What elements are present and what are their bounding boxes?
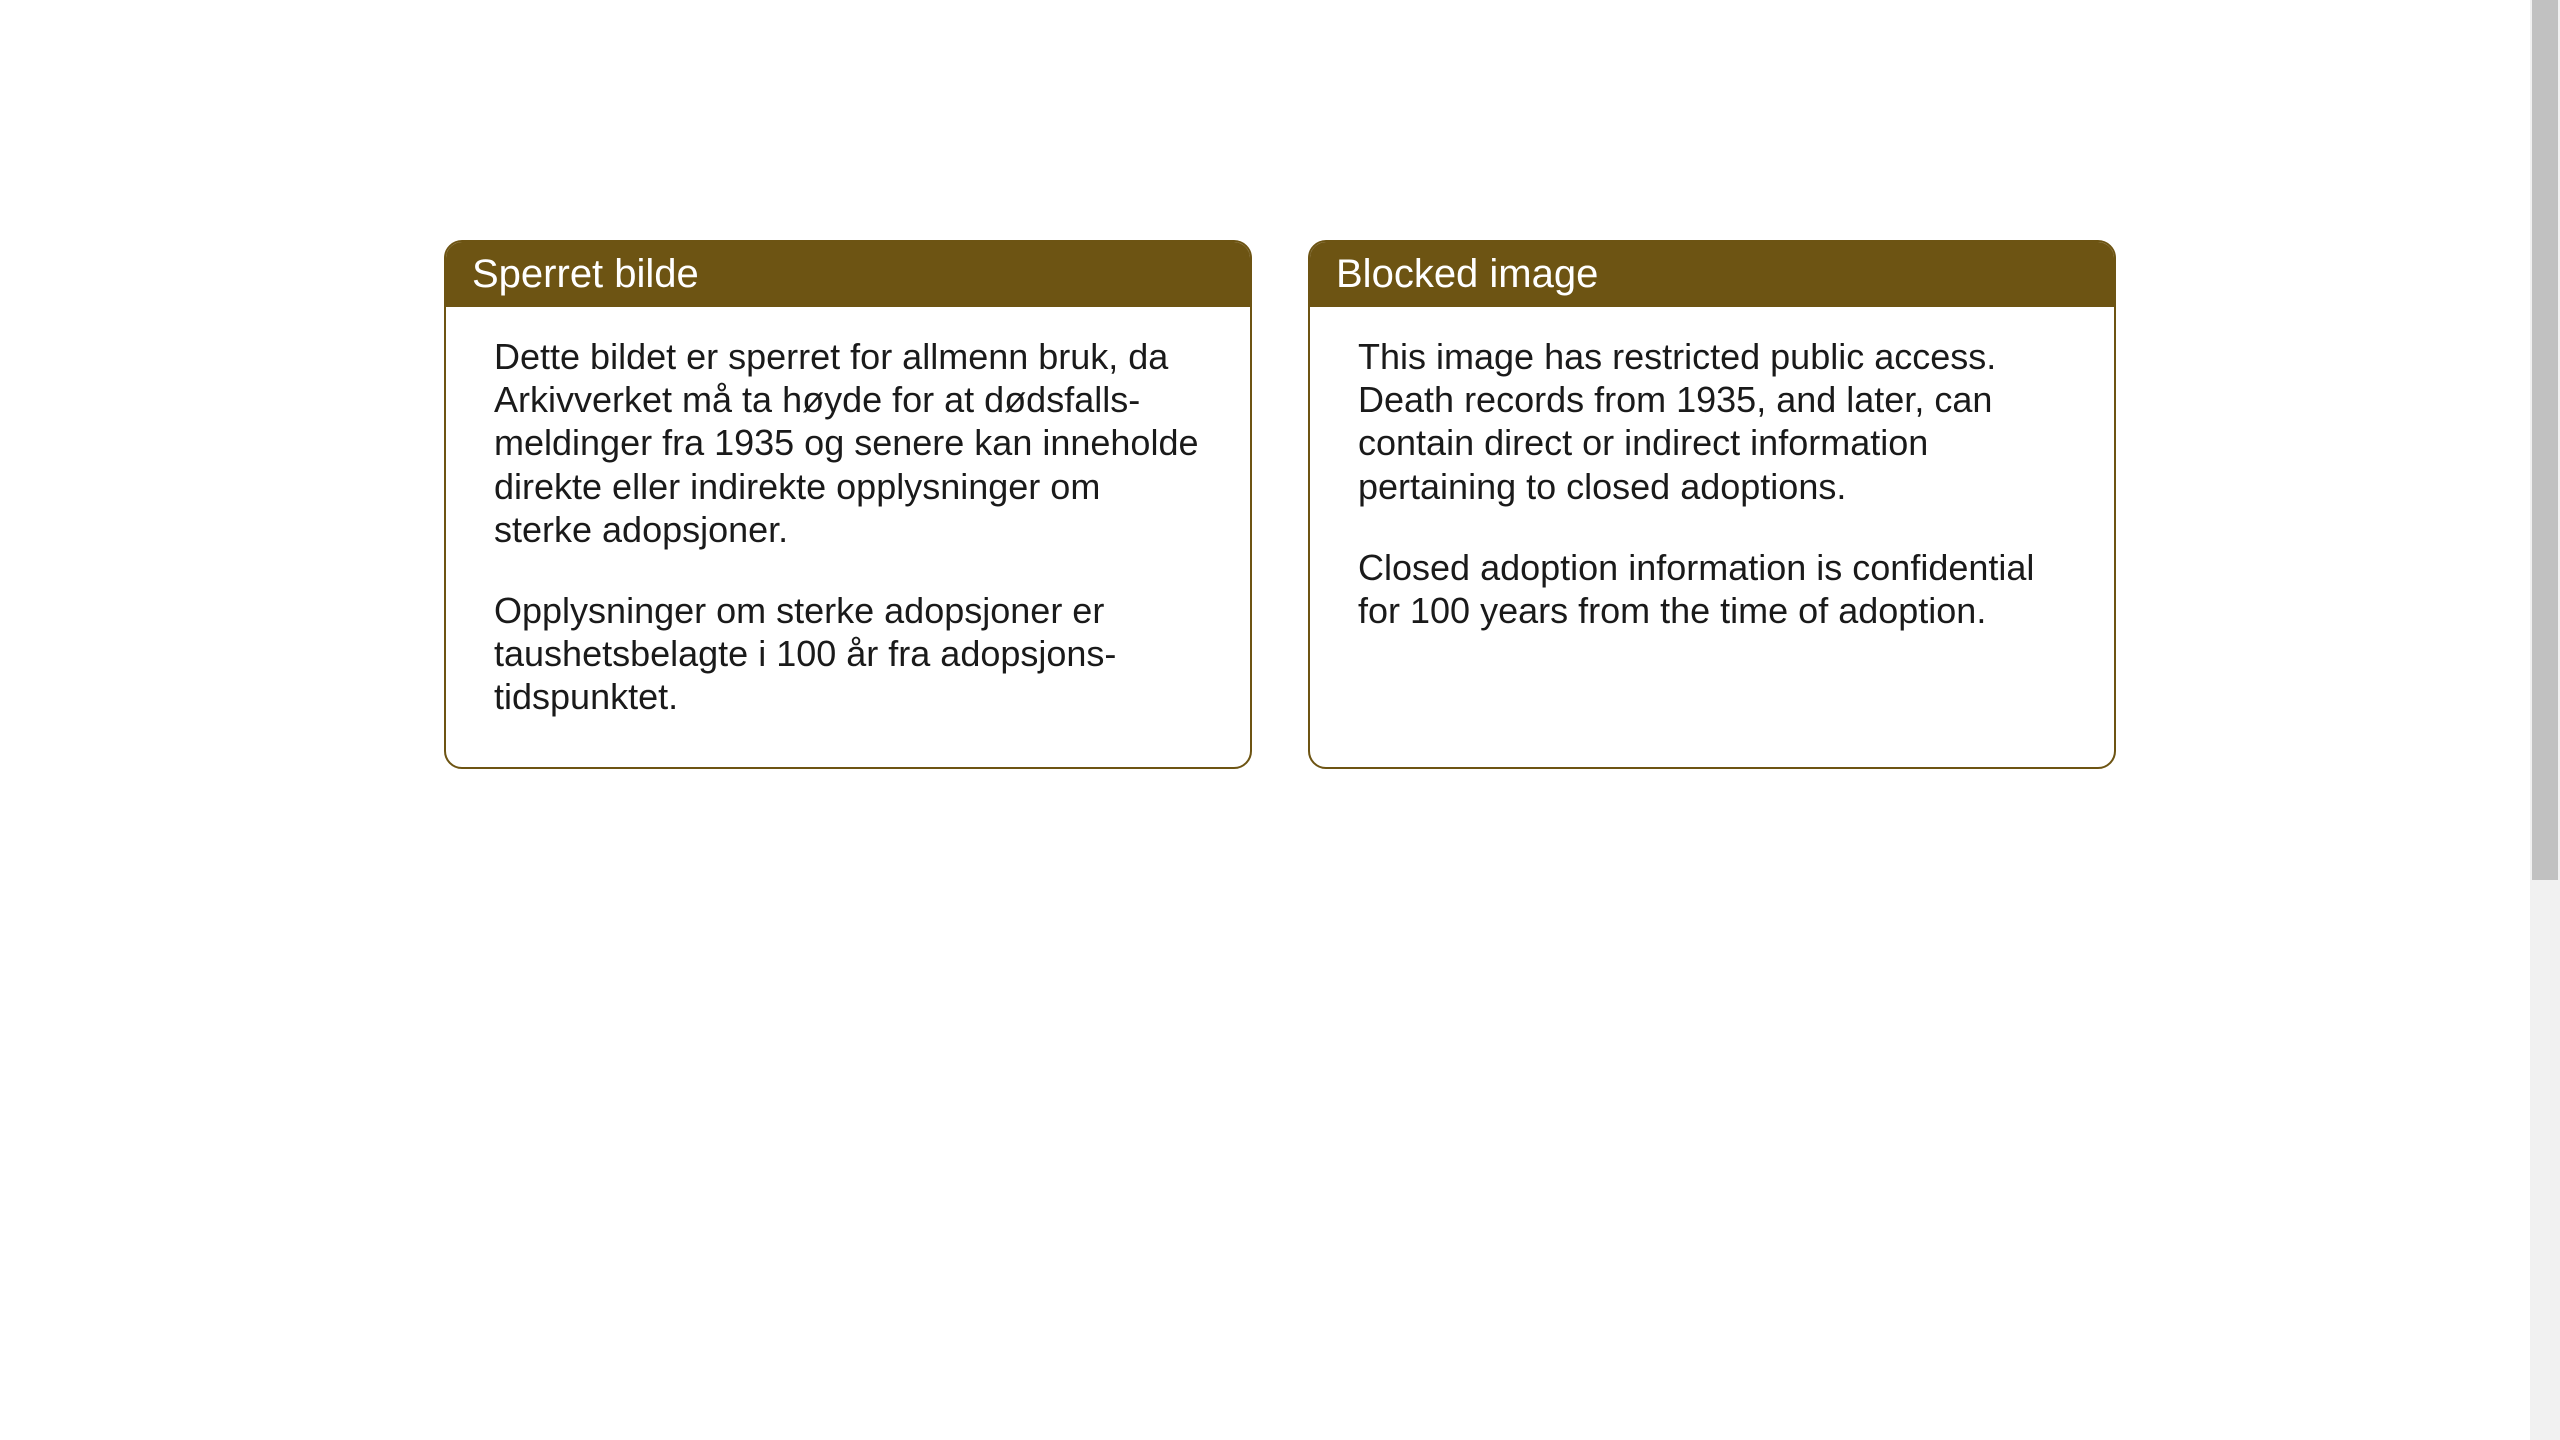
card-norwegian-paragraph-2: Opplysninger om sterke adopsjoner er tau…: [494, 589, 1202, 719]
card-norwegian: Sperret bilde Dette bildet er sperret fo…: [444, 240, 1252, 769]
card-english: Blocked image This image has restricted …: [1308, 240, 2116, 769]
card-norwegian-body: Dette bildet er sperret for allmenn bruk…: [446, 307, 1250, 767]
card-norwegian-paragraph-1: Dette bildet er sperret for allmenn bruk…: [494, 335, 1202, 551]
card-norwegian-header: Sperret bilde: [446, 242, 1250, 307]
card-english-header: Blocked image: [1310, 242, 2114, 307]
card-english-paragraph-2: Closed adoption information is confident…: [1358, 546, 2066, 632]
scrollbar-thumb[interactable]: [2532, 0, 2558, 880]
cards-container: Sperret bilde Dette bildet er sperret fo…: [0, 0, 2560, 769]
scrollbar-track[interactable]: [2530, 0, 2560, 1440]
card-english-paragraph-1: This image has restricted public access.…: [1358, 335, 2066, 508]
card-english-body: This image has restricted public access.…: [1310, 307, 2114, 722]
